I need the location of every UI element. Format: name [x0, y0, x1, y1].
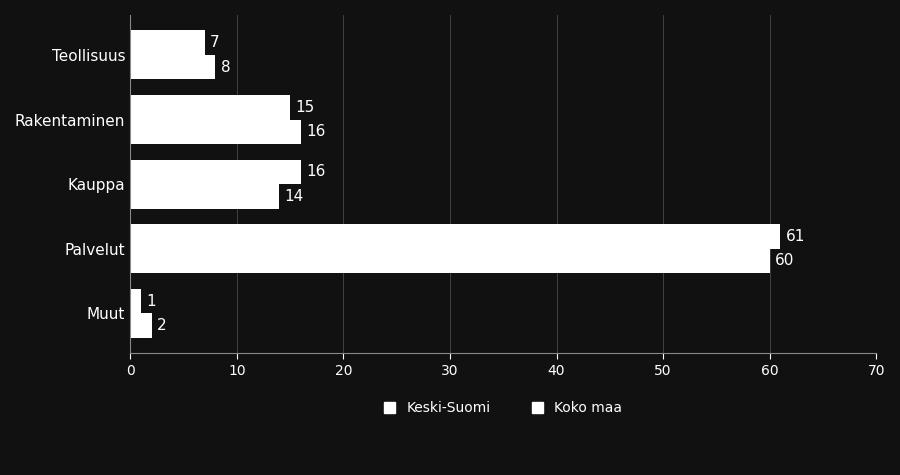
Bar — [130, 160, 301, 184]
Bar — [130, 55, 215, 79]
Bar — [130, 314, 151, 338]
Text: 60: 60 — [775, 254, 795, 268]
Bar — [130, 30, 205, 55]
Text: 8: 8 — [220, 60, 230, 75]
Text: 1: 1 — [146, 294, 156, 309]
Bar — [130, 224, 780, 249]
Text: 61: 61 — [786, 229, 805, 244]
Text: 2: 2 — [157, 318, 166, 333]
Text: 16: 16 — [306, 124, 326, 139]
Text: 15: 15 — [295, 100, 315, 115]
Bar — [130, 289, 141, 314]
Bar — [130, 120, 301, 144]
Legend: Keski-Suomi, Koko maa: Keski-Suomi, Koko maa — [379, 396, 628, 421]
Bar — [130, 184, 279, 209]
Bar — [130, 249, 770, 273]
Text: 16: 16 — [306, 164, 326, 180]
Text: 7: 7 — [211, 35, 220, 50]
Text: 14: 14 — [284, 189, 304, 204]
Bar — [130, 95, 290, 120]
